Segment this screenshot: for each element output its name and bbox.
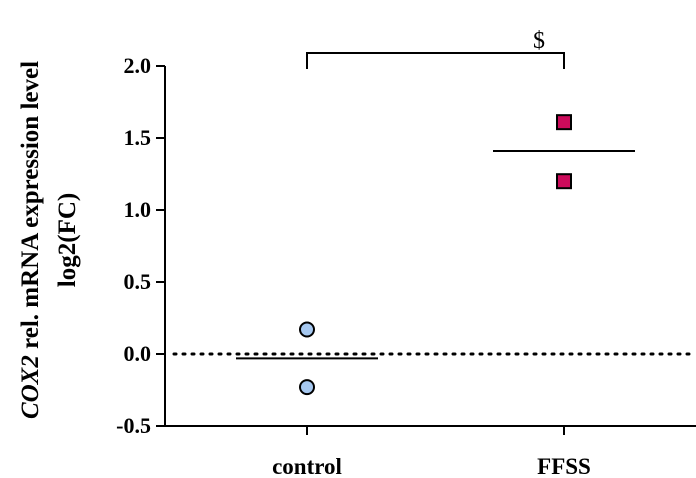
significance-bracket: $ — [306, 28, 565, 69]
data-point-control — [299, 379, 315, 396]
y-axis-ticks: -0.5 0.0 0.5 1.0 1.5 2.0 — [116, 53, 165, 438]
y-tick-label: -0.5 — [116, 413, 151, 438]
y-axis-label-gene: COX2 — [17, 355, 44, 419]
y-tick-label: 2.0 — [124, 53, 152, 78]
y-tick-label: 0.0 — [124, 341, 152, 366]
y-tick-label: 1.5 — [124, 125, 152, 150]
data-points — [299, 114, 572, 396]
y-axis-label: COX2 rel. mRNA expression level log2(FC) — [17, 61, 81, 419]
significance-label: $ — [533, 28, 545, 54]
data-point-ffss — [556, 173, 572, 190]
x-category-label: control — [272, 454, 342, 478]
y-tick-label: 0.5 — [124, 269, 152, 294]
data-point-control — [299, 321, 315, 338]
y-axis-label-line1: COX2 rel. mRNA expression level — [17, 61, 44, 419]
mean-lines — [236, 149, 635, 360]
y-axis-label-line2: log2(FC) — [54, 193, 81, 287]
x-category-label: FFSS — [537, 454, 591, 478]
y-tick-label: 1.0 — [124, 197, 152, 222]
x-axis-ticks: control FFSS — [272, 426, 591, 478]
significance-bracket-line — [306, 52, 565, 69]
y-axis-label-rest: rel. mRNA expression level — [17, 61, 44, 355]
data-point-ffss — [556, 114, 572, 131]
